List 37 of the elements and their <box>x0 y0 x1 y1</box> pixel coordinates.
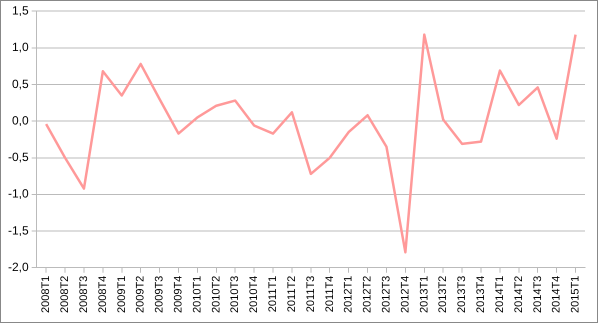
y-tick-label: -2,0 <box>8 260 29 274</box>
x-tick-label: 2010T1 <box>191 276 204 314</box>
x-tick-label: 2009T3 <box>154 276 166 314</box>
x-tick-label: 2013T1 <box>418 276 430 314</box>
x-tick-label: 2015T1 <box>570 276 582 314</box>
x-tick-label: 2013T4 <box>475 276 488 314</box>
x-tick-label: 2008T2 <box>59 276 72 314</box>
x-tick-label: 2012T2 <box>362 276 374 314</box>
x-tick-label: 2010T4 <box>248 276 260 314</box>
x-tick-label: 2014T2 <box>512 276 525 314</box>
x-tick-label: 2012T4 <box>399 276 412 314</box>
x-tick-label: 2012T3 <box>380 276 392 314</box>
x-tick-label: 2008T4 <box>96 276 109 314</box>
x-tick-label: 2011T3 <box>304 276 317 312</box>
y-tick-label: -1,0 <box>8 186 29 201</box>
x-tick-label: 2013T3 <box>456 276 468 314</box>
x-tick-label: 2010T3 <box>229 276 242 314</box>
y-tick-label: 1,5 <box>12 4 29 18</box>
x-tick-label: 2014T1 <box>494 276 506 314</box>
x-tick-label: 2011T2 <box>286 276 298 312</box>
x-tick-label: 2014T4 <box>550 276 563 314</box>
x-tick-label: 2009T1 <box>116 276 128 314</box>
x-tick-label: 2008T1 <box>40 276 52 314</box>
x-tick-label: 2008T3 <box>78 276 90 314</box>
x-tick-label: 2010T2 <box>210 276 222 314</box>
x-tick-label: 2014T3 <box>532 276 544 314</box>
y-tick-label: -0,5 <box>8 150 29 164</box>
x-tick-label: 2013T2 <box>437 276 450 314</box>
x-tick-label: 2011T4 <box>324 276 336 312</box>
x-tick-label: 2009T4 <box>172 276 185 314</box>
y-tick-label: 0,5 <box>12 76 29 91</box>
x-tick-label: 2012T1 <box>342 276 355 314</box>
x-tick-label: 2009T2 <box>134 276 147 314</box>
y-tick-label: 0,0 <box>12 113 29 128</box>
x-tick-label: 2011T1 <box>267 276 280 312</box>
y-tick-label: -1,5 <box>8 223 29 238</box>
y-tick-label: 1,0 <box>12 40 29 54</box>
